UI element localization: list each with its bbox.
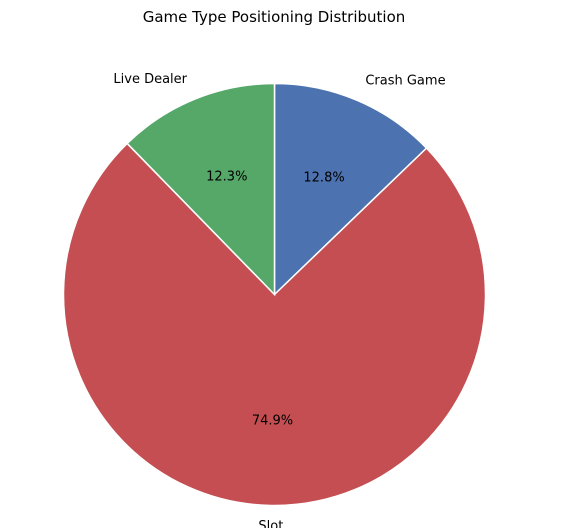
chart-title: Game Type Positioning Distribution xyxy=(143,8,406,26)
slice-percent-slot: 74.9% xyxy=(252,414,293,429)
slice-label-crash-game: Crash Game xyxy=(365,73,445,88)
slice-label-slot: Slot xyxy=(258,519,283,528)
pie-labels: Crash Game 12.8% Slot 74.9% Live Dealer 12.3% xyxy=(113,72,445,528)
pie-slice-slot xyxy=(62,142,487,507)
slice-label-live-dealer: Live Dealer xyxy=(113,72,187,87)
pie-slice-live-dealer xyxy=(126,82,276,297)
pie-slices xyxy=(62,82,487,507)
slice-percent-live-dealer: 12.3% xyxy=(206,170,247,185)
slice-percent-crash-game: 12.8% xyxy=(303,170,344,185)
pie-slice-crash-game xyxy=(273,82,428,297)
